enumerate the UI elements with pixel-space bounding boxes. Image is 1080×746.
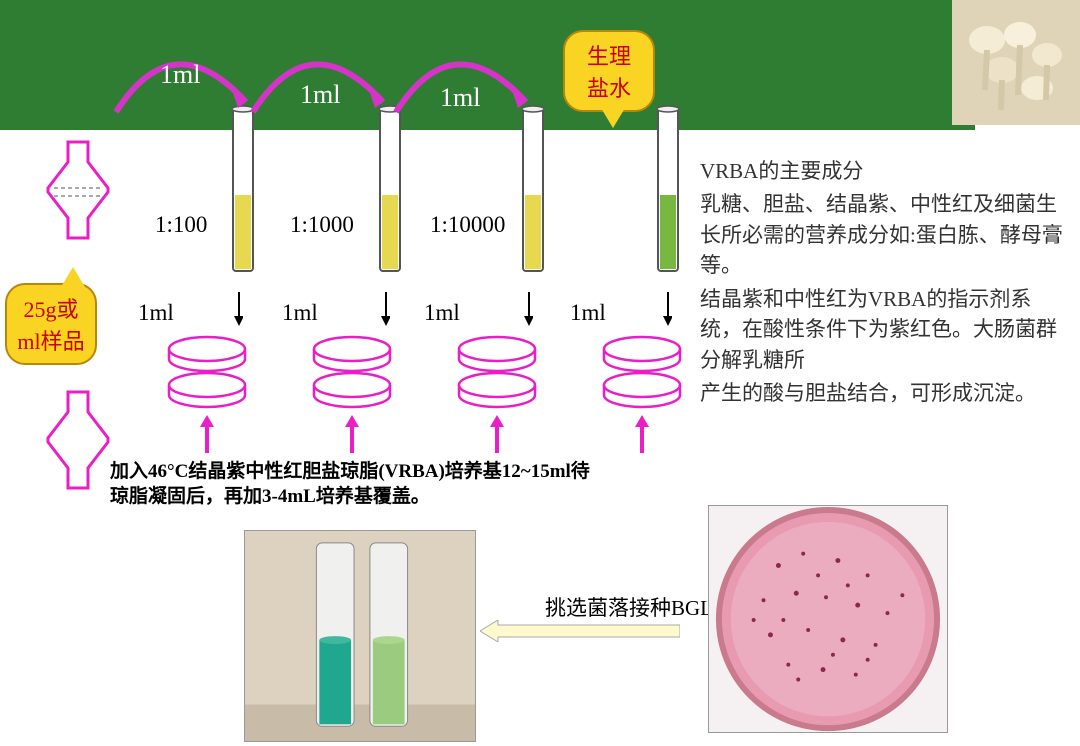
down-arrow-2 bbox=[350, 290, 390, 337]
transfer-vol-1: 1ml bbox=[160, 60, 200, 90]
up-arrow-1 bbox=[197, 415, 217, 455]
up-arrow-2 bbox=[342, 415, 362, 455]
down-arrow-4 bbox=[632, 290, 672, 337]
dish-2 bbox=[310, 335, 394, 411]
info-p3: 产生的酸与胆盐结合，可形成沉淀。 bbox=[700, 378, 1070, 408]
ml-1: 1ml bbox=[138, 300, 174, 326]
down-arrow-1 bbox=[203, 290, 243, 337]
ml-4: 1ml bbox=[570, 300, 606, 326]
up-arrow-3 bbox=[487, 415, 507, 455]
callout-sample-text: 25g或 ml样品 bbox=[17, 292, 84, 356]
info-p1: 乳糖、胆盐、结晶紫、中性红及细菌生长所必需的营养成分如:蛋白胨、酵母膏等。 bbox=[700, 189, 1070, 280]
dish-1 bbox=[165, 335, 249, 411]
dilution-3: 1:10000 bbox=[430, 212, 505, 238]
tube-1 bbox=[230, 105, 256, 275]
down-arrow-3 bbox=[493, 290, 533, 337]
callout-saline-text: 生理 盐水 bbox=[587, 39, 631, 103]
info-panel: VRBA的主要成分 乳糖、胆盐、结晶紫、中性红及细菌生长所必需的营养成分如:蛋白… bbox=[700, 156, 1070, 412]
photo-vrba-dish bbox=[708, 505, 948, 733]
bglb-label: 挑选菌落接种BGLB bbox=[545, 592, 727, 622]
dilution-1: 1:100 bbox=[155, 212, 207, 238]
yellow-arrow-icon bbox=[480, 620, 680, 642]
tube-2 bbox=[377, 105, 403, 275]
tube-3 bbox=[520, 105, 546, 275]
mushroom-photo bbox=[952, 0, 1080, 125]
callout-sample: 25g或 ml样品 bbox=[5, 283, 97, 365]
dish-3 bbox=[455, 335, 539, 411]
ml-2: 1ml bbox=[282, 300, 318, 326]
flask-top bbox=[40, 140, 116, 240]
transfer-vol-3: 1ml bbox=[440, 83, 480, 113]
ml-3: 1ml bbox=[424, 300, 460, 326]
info-title: VRBA的主要成分 bbox=[700, 156, 1070, 186]
vrba-instruction: 加入46°C结晶紫中性红胆盐琼脂(VRBA)培养基12~15ml待琼脂凝固后，再… bbox=[110, 460, 590, 509]
flask-bottom bbox=[40, 390, 116, 490]
callout-saline: 生理 盐水 bbox=[563, 30, 655, 112]
dilution-2: 1:1000 bbox=[290, 212, 354, 238]
up-arrow-4 bbox=[632, 415, 652, 455]
photo-bglb-tubes bbox=[244, 530, 476, 742]
tube-saline bbox=[655, 105, 681, 275]
info-p2: 结晶紫和中性红为VRBA的指示剂系统，在酸性条件下为紫红色。大肠菌群分解乳糖所 bbox=[700, 284, 1070, 375]
dish-4 bbox=[600, 335, 684, 411]
transfer-vol-2: 1ml bbox=[300, 80, 340, 110]
